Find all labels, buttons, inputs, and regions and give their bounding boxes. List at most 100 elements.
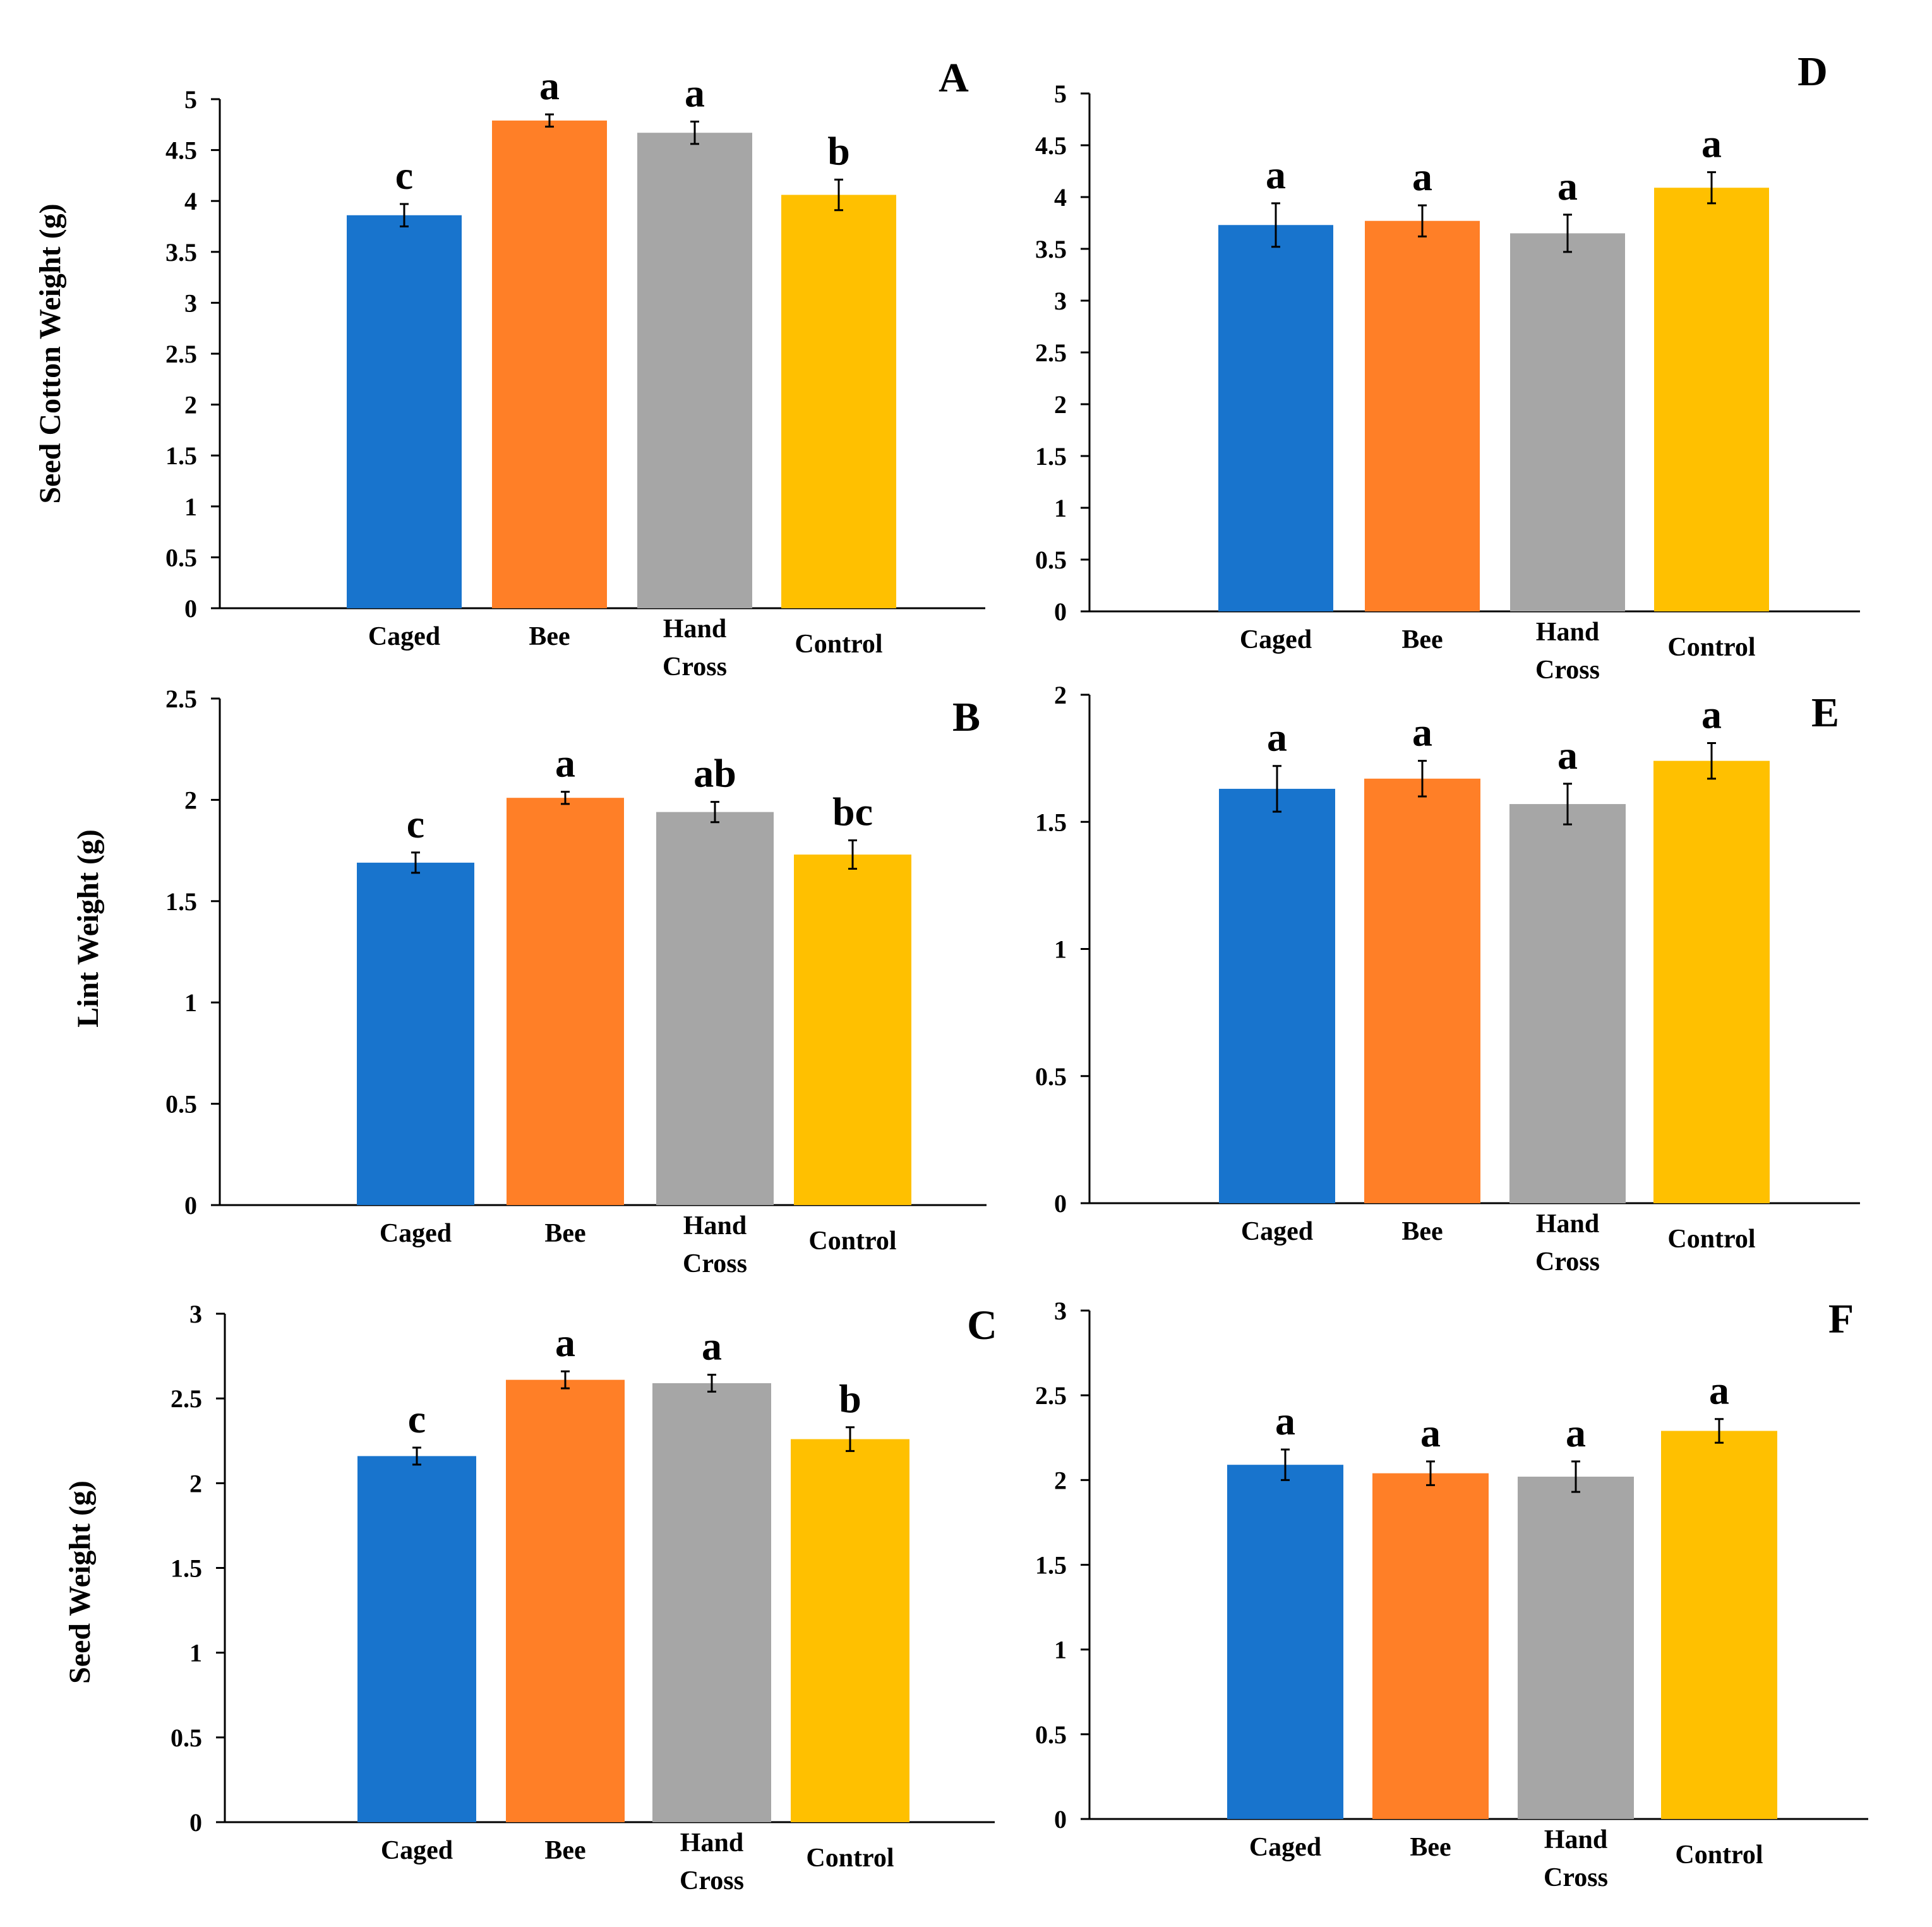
significance-letter: c	[395, 153, 413, 198]
chart-panel-c: 0 0.5 1 1.5 2 2.5 3 c Caged a Bee a Hand Cross b Contro…	[63, 1300, 997, 1895]
y-tick-label: 0	[184, 594, 197, 623]
panel-letter: C	[967, 1302, 997, 1348]
significance-letter: a	[1412, 154, 1432, 199]
significance-letter: a	[539, 63, 560, 108]
x-category-label-line: Caged	[368, 622, 440, 651]
significance-letter: c	[408, 1396, 426, 1441]
y-tick-label: 1	[1054, 1636, 1067, 1664]
panel-letter: B	[952, 694, 980, 740]
error-bar	[1707, 741, 1716, 780]
significance-letter: ab	[693, 751, 736, 796]
error-bar	[848, 839, 857, 870]
x-category-label: Hand Cross	[1535, 618, 1600, 685]
y-tick-label: 1	[1054, 935, 1067, 964]
y-axis-title: Lint Weight (g)	[71, 829, 105, 1028]
bar-caged	[357, 1456, 476, 1822]
y-tick-label: 2	[189, 1469, 202, 1498]
x-category-label-line: Caged	[1249, 1833, 1321, 1862]
y-axis-title: Seed Cotton Weight (g)	[33, 203, 67, 503]
x-category-label: Bee	[1401, 1217, 1443, 1246]
error-bar	[690, 120, 699, 145]
y-tick-label: 2	[184, 786, 197, 814]
y-tick-label: 0	[184, 1191, 197, 1220]
significance-letter: a	[1267, 715, 1287, 760]
bar-caged	[347, 215, 462, 608]
x-category-label: Caged	[1240, 625, 1312, 654]
x-category-label-line: Control	[808, 1227, 896, 1256]
x-category-label: Control	[795, 630, 882, 659]
x-category-label-line: Cross	[663, 652, 727, 681]
error-bar	[545, 113, 554, 128]
x-category-label: Caged	[368, 622, 440, 651]
x-category-label-line: Hand	[1536, 1210, 1599, 1239]
y-tick-label: 2	[1054, 1466, 1067, 1494]
x-category-label-line: Hand	[1544, 1825, 1607, 1854]
x-category-label: Control	[1667, 1225, 1755, 1254]
y-tick-label: 1.5	[1035, 1551, 1067, 1580]
y-tick-label: 0.5	[1035, 1062, 1067, 1091]
y-tick-label: 0	[1054, 1189, 1067, 1218]
error-bar	[1571, 1460, 1580, 1493]
y-tick-label: 1.5	[1035, 808, 1067, 836]
significance-letter: b	[827, 128, 850, 173]
panel-letter: A	[939, 55, 969, 101]
error-bar	[412, 1446, 421, 1466]
x-category-label-line: Caged	[1240, 625, 1312, 654]
bar-caged	[1218, 225, 1333, 611]
significance-letter: a	[1709, 1368, 1729, 1413]
bar-control	[791, 1439, 909, 1822]
bar-bee	[1372, 1473, 1489, 1819]
x-category-label: Caged	[380, 1219, 452, 1248]
y-tick-label: 3	[184, 289, 197, 317]
significance-letter: a	[1420, 1410, 1441, 1455]
bar-bee	[506, 1379, 625, 1822]
y-tick-label: 3.5	[1035, 235, 1067, 263]
y-tick-label: 0	[1054, 597, 1067, 626]
y-tick-label: 0	[1054, 1805, 1067, 1834]
y-tick-label: 1.5	[1035, 442, 1067, 471]
bar-bee	[507, 798, 624, 1205]
y-tick-label: 2.5	[165, 685, 197, 713]
significance-letter: a	[1566, 1410, 1586, 1455]
significance-letter: a	[685, 70, 705, 115]
x-category-label: Bee	[529, 622, 570, 651]
bar-control	[794, 855, 911, 1205]
chart-panel-f: 0 0.5 1 1.5 2 2.5 3 a Caged a Bee a Hand Cross a Contro…	[1035, 1296, 1868, 1892]
x-category-label: Control	[808, 1227, 896, 1256]
x-category-label-line: Control	[795, 630, 882, 659]
bar-hand-cross	[1518, 1476, 1634, 1819]
x-category-label-line: Control	[1667, 1225, 1755, 1254]
x-category-label-line: Bee	[1401, 625, 1443, 654]
significance-letter: a	[555, 741, 575, 786]
y-tick-label: 2.5	[171, 1384, 202, 1413]
x-category-label-line: Caged	[380, 1219, 452, 1248]
bar-caged	[1227, 1465, 1343, 1819]
significance-letter: a	[1701, 692, 1722, 736]
y-tick-label: 5	[1054, 80, 1067, 108]
x-category-label-line: Hand	[680, 1828, 743, 1858]
error-bar	[834, 178, 843, 212]
y-tick-label: 2.5	[1035, 339, 1067, 367]
bar-caged	[357, 862, 474, 1205]
error-bar	[1418, 204, 1427, 237]
x-category-label-line: Hand	[663, 615, 726, 644]
x-category-label-line: Control	[1675, 1840, 1763, 1870]
x-category-label-line: Caged	[1241, 1217, 1313, 1246]
chart-panels: 0 0.5 1 1.5 2 2.5 3 3.5 4 4.5 5 c Caged a Bee a Hand Cros…	[33, 49, 1868, 1895]
y-tick-label: 0.5	[165, 1090, 197, 1119]
y-tick-label: 4	[1054, 183, 1067, 212]
error-bar	[1707, 171, 1716, 205]
x-category-label-line: Hand	[1536, 618, 1599, 647]
y-tick-label: 3.5	[165, 238, 197, 267]
y-tick-label: 3	[1054, 1297, 1067, 1325]
error-bar	[846, 1426, 855, 1452]
y-tick-label: 5	[184, 85, 197, 114]
error-bar	[561, 791, 570, 805]
y-tick-label: 2.5	[165, 340, 197, 368]
x-category-label-line: Control	[806, 1844, 894, 1873]
y-tick-label: 0.5	[165, 543, 197, 572]
error-bar	[1418, 760, 1427, 798]
y-tick-label: 3	[189, 1300, 202, 1328]
bar-hand-cross	[1509, 804, 1626, 1203]
x-category-label-line: Cross	[683, 1249, 747, 1278]
